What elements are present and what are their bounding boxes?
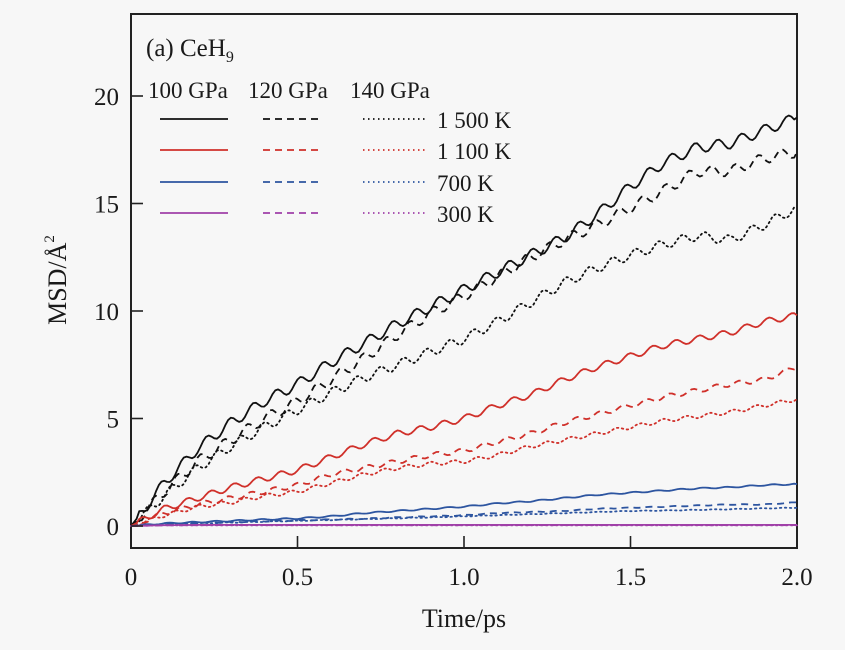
y-tick-label: 15 (94, 192, 119, 219)
series-line-700k-100gpa (130, 482, 798, 527)
y-tick-label: 10 (94, 299, 119, 326)
series-line-1500k-100gpa (130, 114, 798, 527)
y-axis-label: MSD/Å2 (42, 235, 72, 325)
plot-frame (130, 13, 798, 549)
x-tick-label: 0 (125, 564, 138, 591)
series-group (130, 114, 798, 527)
legend-temperature-label: 1 100 K (437, 139, 512, 164)
y-tick-label: 0 (107, 514, 120, 541)
series-line-1500k-140gpa (130, 206, 798, 527)
x-tick-label: 1.0 (448, 564, 479, 591)
legend-pressure-header: 120 GPa (248, 78, 328, 103)
y-tick-label: 5 (107, 407, 120, 434)
legend-temperature-label: 1 500 K (437, 108, 512, 133)
series-line-1100k-100gpa (130, 312, 798, 527)
x-axis-label: Time/ps (422, 604, 506, 633)
legend-pressure-header: 100 GPa (148, 78, 228, 103)
panel-label: (a) CeH9 (146, 35, 234, 66)
series-line-1500k-120gpa (130, 148, 798, 527)
y-tick-label: 20 (94, 84, 119, 111)
x-tick-label: 1.5 (615, 564, 646, 591)
series-line-300k-140gpa (130, 524, 798, 527)
legend-temperature-label: 300 K (437, 202, 494, 227)
y-axis-label-superscript: 2 (42, 235, 58, 243)
series-line-700k-140gpa (130, 506, 798, 527)
legend-temperature-label: 700 K (437, 171, 494, 196)
legend: 100 GPa 120 GPa 140 GPa 1 500 K 1 100 K 700 K… (148, 78, 512, 227)
legend-pressure-header: 140 GPa (350, 78, 430, 103)
panel-label-subscript: 9 (226, 49, 234, 66)
x-tick-label: 2.0 (781, 564, 812, 591)
series-line-1100k-140gpa (130, 398, 798, 527)
axis-ticks: 0 0.5 1.0 1.5 2.0 0 5 10 15 20 (94, 84, 813, 591)
x-tick-label: 0.5 (282, 564, 313, 591)
series-line-1100k-120gpa (130, 366, 798, 527)
